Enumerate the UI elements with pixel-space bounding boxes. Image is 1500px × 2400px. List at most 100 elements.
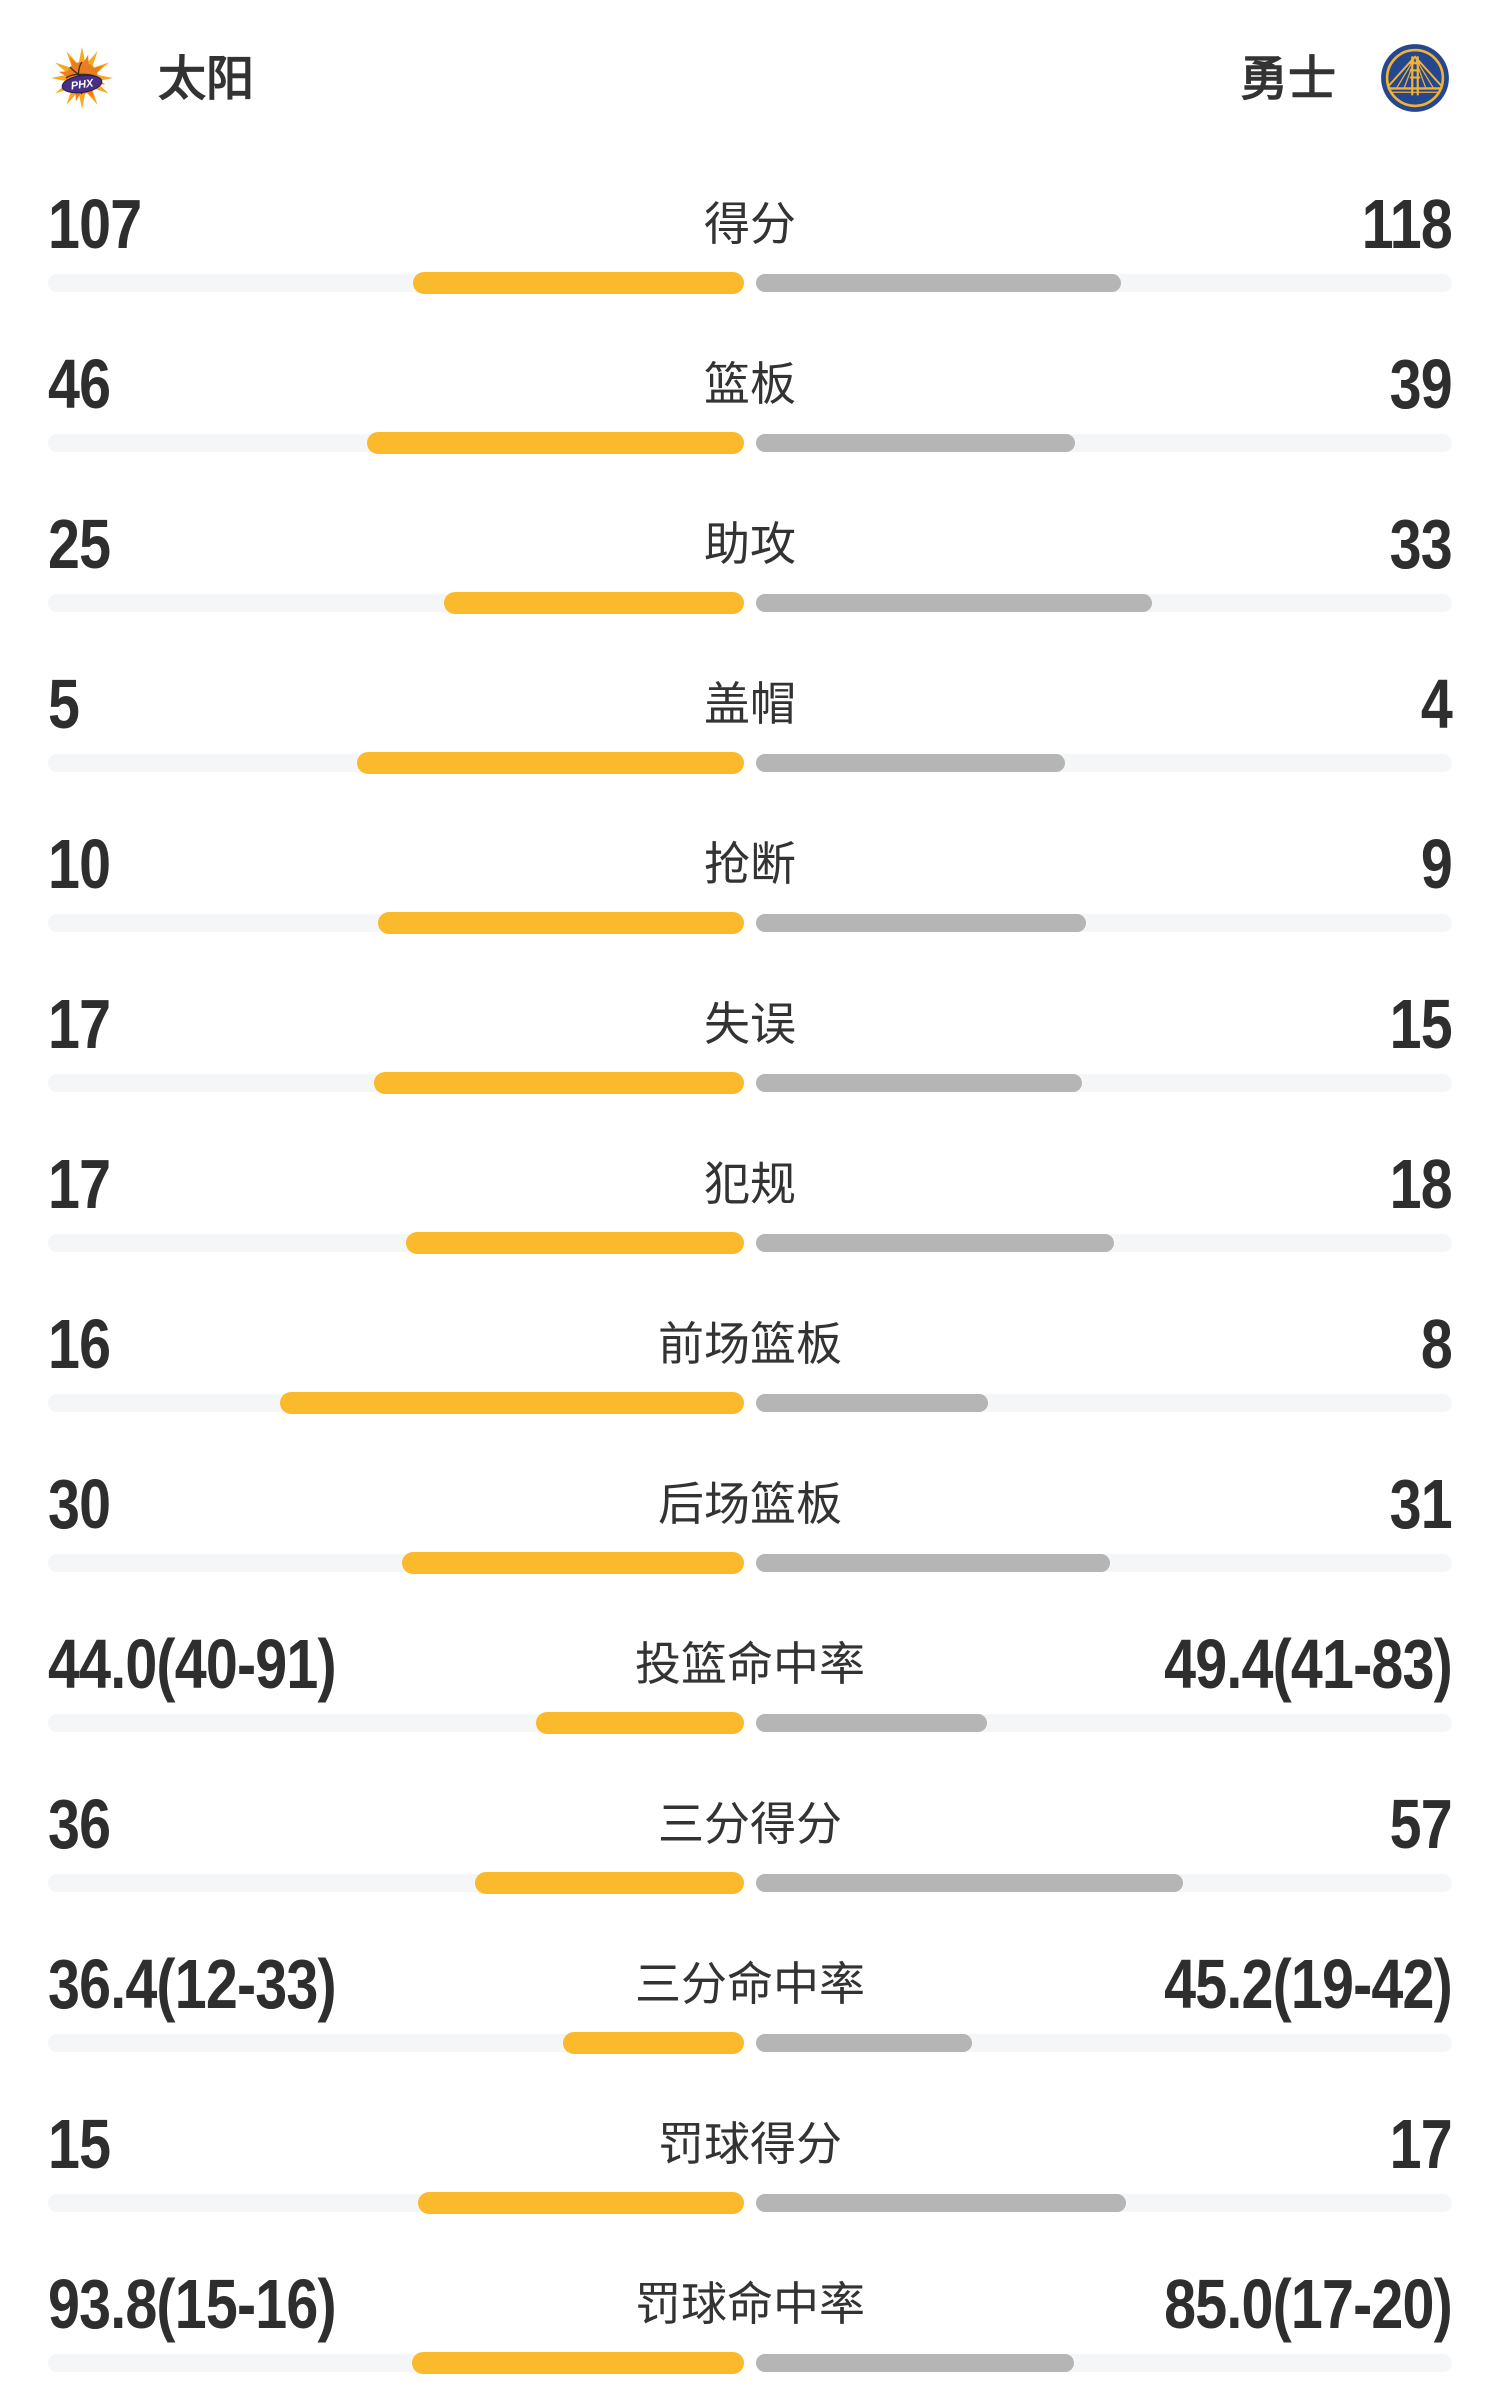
home-bar-track bbox=[48, 432, 744, 454]
away-bar bbox=[756, 594, 1153, 612]
home-bar-track bbox=[48, 752, 744, 774]
home-bar bbox=[535, 1712, 744, 1734]
away-bar-track bbox=[756, 594, 1452, 612]
home-bar-track bbox=[48, 272, 744, 294]
home-bar bbox=[417, 2192, 744, 2214]
stat-row: 三分得分 36 57 bbox=[0, 1760, 1500, 1920]
home-value: 10 bbox=[48, 825, 111, 903]
away-value: 45.2(19-42) bbox=[1164, 1945, 1453, 2023]
home-bar bbox=[405, 1232, 744, 1254]
stat-bars bbox=[48, 2192, 1452, 2214]
away-value: 39 bbox=[1389, 345, 1453, 423]
stat-row: 犯规 17 18 bbox=[0, 1120, 1500, 1280]
stat-bars bbox=[48, 1712, 1452, 1734]
home-bar-track bbox=[48, 1232, 744, 1254]
away-bar bbox=[756, 914, 1086, 932]
home-bar-track bbox=[48, 1392, 744, 1414]
home-value: 93.8(15-16) bbox=[48, 2265, 337, 2343]
home-bar bbox=[374, 1072, 744, 1094]
away-bar bbox=[756, 434, 1076, 452]
away-bar-track bbox=[756, 274, 1452, 292]
stat-row: 罚球命中率 93.8(15-16) 85.0(17-20) bbox=[0, 2240, 1500, 2400]
stat-bars bbox=[48, 272, 1452, 294]
away-bar-track bbox=[756, 1074, 1452, 1092]
stat-row: 抢断 10 9 bbox=[0, 800, 1500, 960]
away-bar bbox=[756, 1874, 1183, 1892]
away-bar-track bbox=[756, 914, 1452, 932]
home-value: 17 bbox=[48, 985, 111, 1063]
stat-row: 后场篮板 30 31 bbox=[0, 1440, 1500, 1600]
stat-row: 三分命中率 36.4(12-33) 45.2(19-42) bbox=[0, 1920, 1500, 2080]
stat-row: 投篮命中率 44.0(40-91) 49.4(41-83) bbox=[0, 1600, 1500, 1760]
home-bar bbox=[411, 2352, 744, 2374]
home-value: 16 bbox=[48, 1305, 111, 1383]
home-value: 36.4(12-33) bbox=[48, 1945, 337, 2023]
team-away[interactable]: 勇士 bbox=[1240, 43, 1450, 118]
home-bar bbox=[279, 1392, 744, 1414]
stat-bars bbox=[48, 2352, 1452, 2374]
away-value: 8 bbox=[1420, 1305, 1453, 1383]
home-bar-track bbox=[48, 592, 744, 614]
away-value: 33 bbox=[1389, 505, 1453, 583]
golden-state-warriors-logo-icon bbox=[1380, 43, 1450, 118]
away-bar-track bbox=[756, 754, 1452, 772]
away-bar-track bbox=[756, 2194, 1452, 2212]
home-bar bbox=[367, 432, 744, 454]
home-bar-track bbox=[48, 1872, 744, 1894]
stat-row: 得分 107 118 bbox=[0, 160, 1500, 320]
home-bar bbox=[444, 592, 744, 614]
away-value: 85.0(17-20) bbox=[1164, 2265, 1453, 2343]
away-bar-track bbox=[756, 434, 1452, 452]
away-value: 17 bbox=[1389, 2105, 1453, 2183]
away-value: 118 bbox=[1361, 185, 1453, 263]
away-bar bbox=[756, 2354, 1074, 2372]
stat-bars bbox=[48, 1232, 1452, 1254]
home-bar-track bbox=[48, 1552, 744, 1574]
home-value: 44.0(40-91) bbox=[48, 1625, 337, 1703]
stat-row: 失误 17 15 bbox=[0, 960, 1500, 1120]
header: PHX 太阳 勇士 bbox=[0, 0, 1500, 160]
away-bar-track bbox=[756, 1554, 1452, 1572]
home-bar bbox=[474, 1872, 744, 1894]
away-bar-track bbox=[756, 1874, 1452, 1892]
away-bar-track bbox=[756, 1234, 1452, 1252]
away-bar bbox=[756, 1074, 1083, 1092]
home-value: 5 bbox=[48, 665, 80, 743]
stat-bars bbox=[48, 2032, 1452, 2054]
phoenix-suns-logo-icon: PHX bbox=[50, 46, 114, 115]
home-bar-track bbox=[48, 1072, 744, 1094]
away-bar bbox=[756, 1714, 988, 1732]
away-bar-track bbox=[756, 2354, 1452, 2372]
team-home-name: 太阳 bbox=[158, 53, 255, 106]
stat-bars bbox=[48, 592, 1452, 614]
home-bar-track bbox=[48, 2032, 744, 2054]
away-bar-track bbox=[756, 1714, 1452, 1732]
away-bar-track bbox=[756, 1394, 1452, 1412]
away-bar bbox=[756, 1394, 988, 1412]
stat-row: 前场篮板 16 8 bbox=[0, 1280, 1500, 1440]
stat-row: 助攻 25 33 bbox=[0, 480, 1500, 640]
away-bar-track bbox=[756, 2034, 1452, 2052]
away-value: 9 bbox=[1420, 825, 1453, 903]
stat-row: 盖帽 5 4 bbox=[0, 640, 1500, 800]
home-bar-track bbox=[48, 1712, 744, 1734]
team-away-name: 勇士 bbox=[1239, 53, 1336, 106]
home-value: 30 bbox=[48, 1465, 111, 1543]
team-home[interactable]: PHX 太阳 bbox=[50, 46, 254, 115]
home-value: 15 bbox=[48, 2105, 111, 2183]
away-bar bbox=[756, 1554, 1110, 1572]
home-value: 36 bbox=[48, 1785, 111, 1863]
stats-list: 得分 107 118 篮板 46 39 bbox=[0, 160, 1500, 2400]
home-value: 107 bbox=[48, 185, 142, 263]
home-bar bbox=[412, 272, 744, 294]
home-bar bbox=[377, 912, 744, 934]
away-value: 15 bbox=[1389, 985, 1453, 1063]
home-bar bbox=[562, 2032, 744, 2054]
home-value: 25 bbox=[48, 505, 111, 583]
stat-bars bbox=[48, 912, 1452, 934]
away-bar bbox=[756, 754, 1066, 772]
home-value: 17 bbox=[48, 1145, 111, 1223]
away-bar bbox=[756, 2034, 972, 2052]
home-bar-track bbox=[48, 2352, 744, 2374]
